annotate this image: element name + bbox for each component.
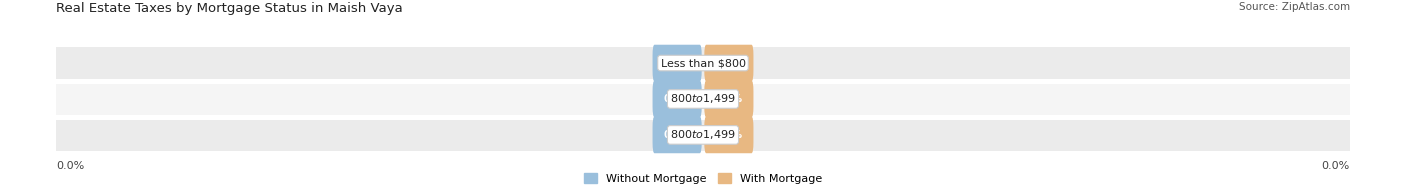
Bar [56, 83, 1350, 115]
FancyBboxPatch shape [652, 45, 702, 81]
Text: 0.0%: 0.0% [664, 94, 690, 104]
Text: 0.0%: 0.0% [664, 130, 690, 140]
Text: Less than $800: Less than $800 [661, 58, 745, 68]
FancyBboxPatch shape [652, 117, 702, 153]
Text: 0.0%: 0.0% [716, 130, 742, 140]
Bar [56, 47, 1350, 79]
FancyBboxPatch shape [704, 45, 754, 81]
FancyBboxPatch shape [652, 81, 702, 117]
Text: Real Estate Taxes by Mortgage Status in Maish Vaya: Real Estate Taxes by Mortgage Status in … [56, 2, 404, 15]
Text: 0.0%: 0.0% [664, 58, 690, 68]
Text: $800 to $1,499: $800 to $1,499 [671, 128, 735, 141]
Text: 0.0%: 0.0% [56, 161, 84, 171]
Text: $800 to $1,499: $800 to $1,499 [671, 93, 735, 105]
FancyBboxPatch shape [704, 117, 754, 153]
Text: 0.0%: 0.0% [1322, 161, 1350, 171]
Text: Source: ZipAtlas.com: Source: ZipAtlas.com [1239, 2, 1350, 12]
Text: 0.0%: 0.0% [716, 94, 742, 104]
Legend: Without Mortgage, With Mortgage: Without Mortgage, With Mortgage [579, 169, 827, 189]
FancyBboxPatch shape [704, 81, 754, 117]
Bar [56, 119, 1350, 151]
Text: 0.0%: 0.0% [716, 58, 742, 68]
